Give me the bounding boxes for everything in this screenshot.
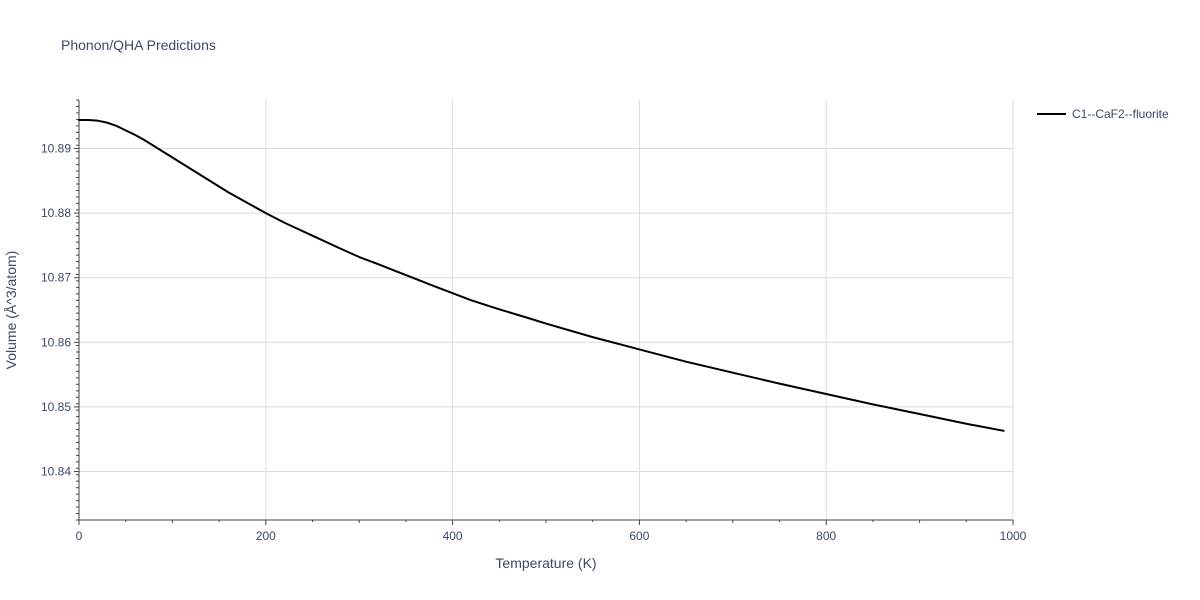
y-tick-label: 10.89 [41, 141, 71, 155]
legend[interactable]: C1--CaF2--fluorite [1037, 107, 1169, 121]
series-layer [78, 119, 1005, 432]
chart-title: Phonon/QHA Predictions [61, 37, 216, 53]
x-axis-ticks: 0 200 400 600 800 1000 [76, 520, 1027, 543]
y-axis-title: Volume (Å^3/atom) [3, 251, 19, 370]
x-gridlines [265, 100, 1014, 520]
y-tick-label: 10.84 [41, 465, 71, 479]
x-tick-label: 0 [76, 529, 83, 543]
x-tick-label: 800 [816, 529, 836, 543]
x-axis-title: Temperature (K) [495, 555, 596, 571]
x-tick-label: 200 [256, 529, 276, 543]
x-tick-label: 1000 [1000, 529, 1027, 543]
y-tick-label: 10.85 [41, 400, 71, 414]
y-axis-ticks: 10.84 10.85 10.86 10.87 10.88 10.89 [41, 99, 79, 521]
y-tick-label: 10.87 [41, 271, 71, 285]
legend-label: C1--CaF2--fluorite [1072, 107, 1169, 121]
y-tick-label: 10.86 [41, 335, 71, 349]
x-tick-label: 600 [629, 529, 649, 543]
y-gridlines [79, 147, 1013, 473]
x-tick-label: 400 [443, 529, 463, 543]
series-line[interactable] [78, 119, 1005, 432]
y-tick-label: 10.88 [41, 206, 71, 220]
